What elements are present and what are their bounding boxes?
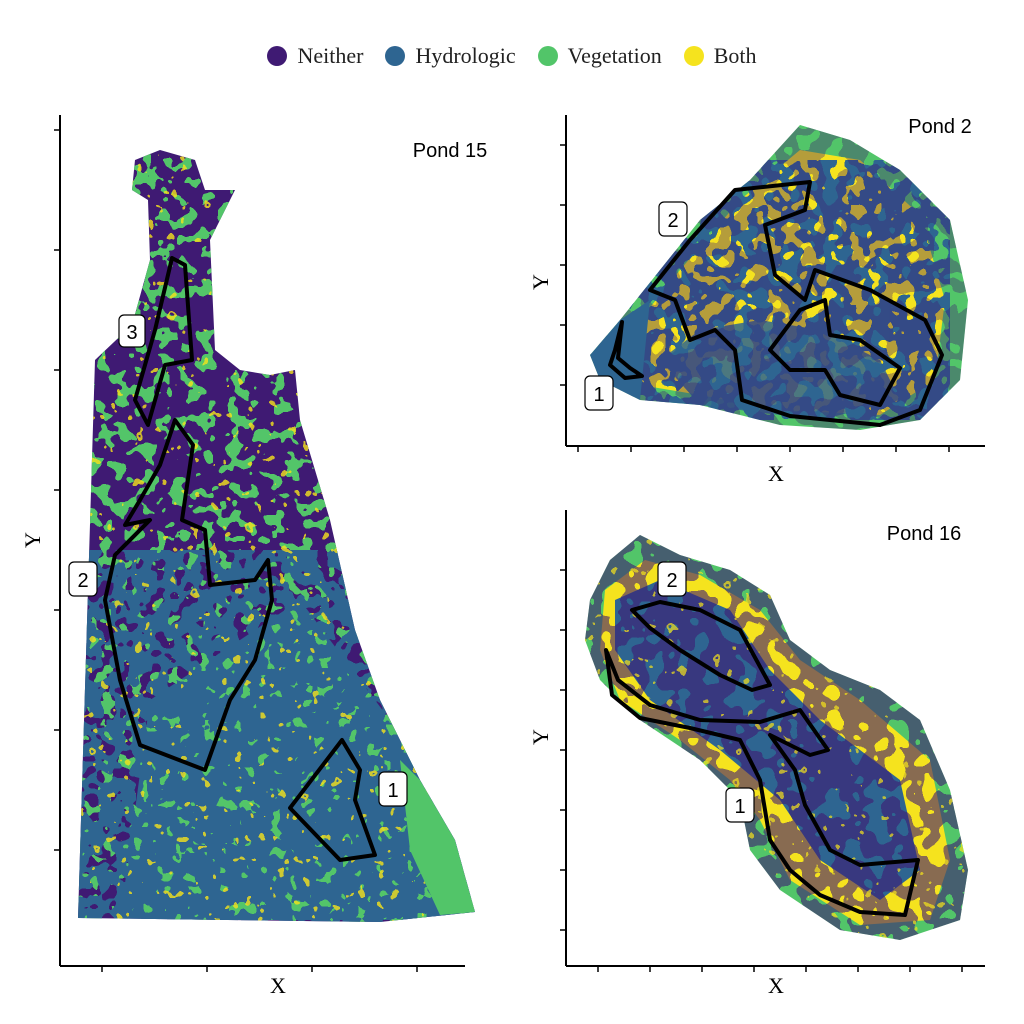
- pond16-zone-label-1: 1: [725, 787, 755, 823]
- pond16-zone-2-outline: [630, 600, 772, 692]
- legend-item-vegetation: Vegetation: [537, 43, 662, 69]
- pond15-x-ticks: [101, 966, 418, 972]
- pond16-x-ticks: [597, 966, 963, 972]
- pond15-zones: [103, 256, 377, 862]
- pond16-y-ticks: [560, 569, 566, 931]
- panel-pond16: Pond 16 X Y 2 1: [528, 510, 985, 998]
- legend-dot-hydrologic: [385, 46, 406, 66]
- pond15-y-label: Y: [20, 532, 45, 548]
- pond2-title: Pond 2: [908, 116, 971, 138]
- legend-item-neither: Neither: [267, 43, 363, 69]
- pond16-zone-1-outline: [604, 648, 920, 917]
- legend-label-vegetation: Vegetation: [567, 43, 662, 68]
- pond2-zone-2-inner-outline: [768, 298, 902, 407]
- legend-label-both: Both: [713, 43, 757, 68]
- pond2-y-label: Y: [528, 274, 553, 290]
- pond2-x-label: X: [768, 461, 784, 486]
- legend: Neither Hydrologic Vegetation Both: [0, 36, 1024, 76]
- pond16-y-label: Y: [528, 729, 553, 745]
- pond16-title: Pond 16: [887, 523, 962, 545]
- pond2-zone-1-outline: [608, 320, 644, 380]
- pond15-zone-1-text: 1: [387, 780, 398, 802]
- legend-label-hydrologic: Hydrologic: [415, 43, 516, 68]
- legend-item-hydrologic: Hydrologic: [385, 43, 516, 69]
- pond2-zone-2-text: 2: [667, 210, 678, 232]
- pond2-zones: [608, 180, 944, 427]
- pond2-zone-1-text: 1: [593, 384, 604, 406]
- pond2-x-ticks: [577, 446, 950, 452]
- pond16-raster: [585, 535, 968, 940]
- pond15-zone-3-outline: [133, 256, 194, 427]
- pond15-zone-3-text: 3: [126, 322, 137, 344]
- pond15-zone-label-1: 1: [378, 771, 408, 807]
- pond15-title: Pond 15: [413, 140, 488, 162]
- legend-dot-neither: [267, 46, 288, 66]
- pond2-y-ticks: [560, 144, 566, 386]
- legend-dot-both: [683, 46, 704, 66]
- pond15-raster: [78, 150, 475, 922]
- legend-label-neither: Neither: [297, 43, 364, 68]
- panel-pond2: Pond 2 X Y 2 1: [528, 115, 985, 486]
- pond16-zone-label-2: 2: [657, 561, 687, 597]
- pond2-zone-2-outline: [648, 180, 944, 427]
- pond15-zone-1-outline: [288, 738, 377, 862]
- pond16-x-label: X: [768, 973, 784, 998]
- pond15-x-label: X: [270, 973, 286, 998]
- legend-dot-vegetation: [537, 46, 558, 66]
- panel-pond15: Pond 15 X Y 3 2 1: [20, 115, 487, 998]
- legend-item-both: Both: [683, 43, 757, 69]
- pond2-zone-label-1: 1: [584, 375, 614, 411]
- pond16-zone-2-text: 2: [666, 570, 677, 592]
- pond16-zone-1-text: 1: [734, 796, 745, 818]
- pond15-zone-2-text: 2: [77, 570, 88, 592]
- pond16-zones: [604, 600, 920, 917]
- pond15-zone-label-3: 3: [118, 314, 146, 348]
- pond2-zone-label-2: 2: [658, 201, 688, 237]
- pond15-zone-2-outline: [103, 418, 274, 772]
- pond15-zone-label-2: 2: [68, 561, 98, 597]
- pond15-y-ticks: [54, 129, 60, 851]
